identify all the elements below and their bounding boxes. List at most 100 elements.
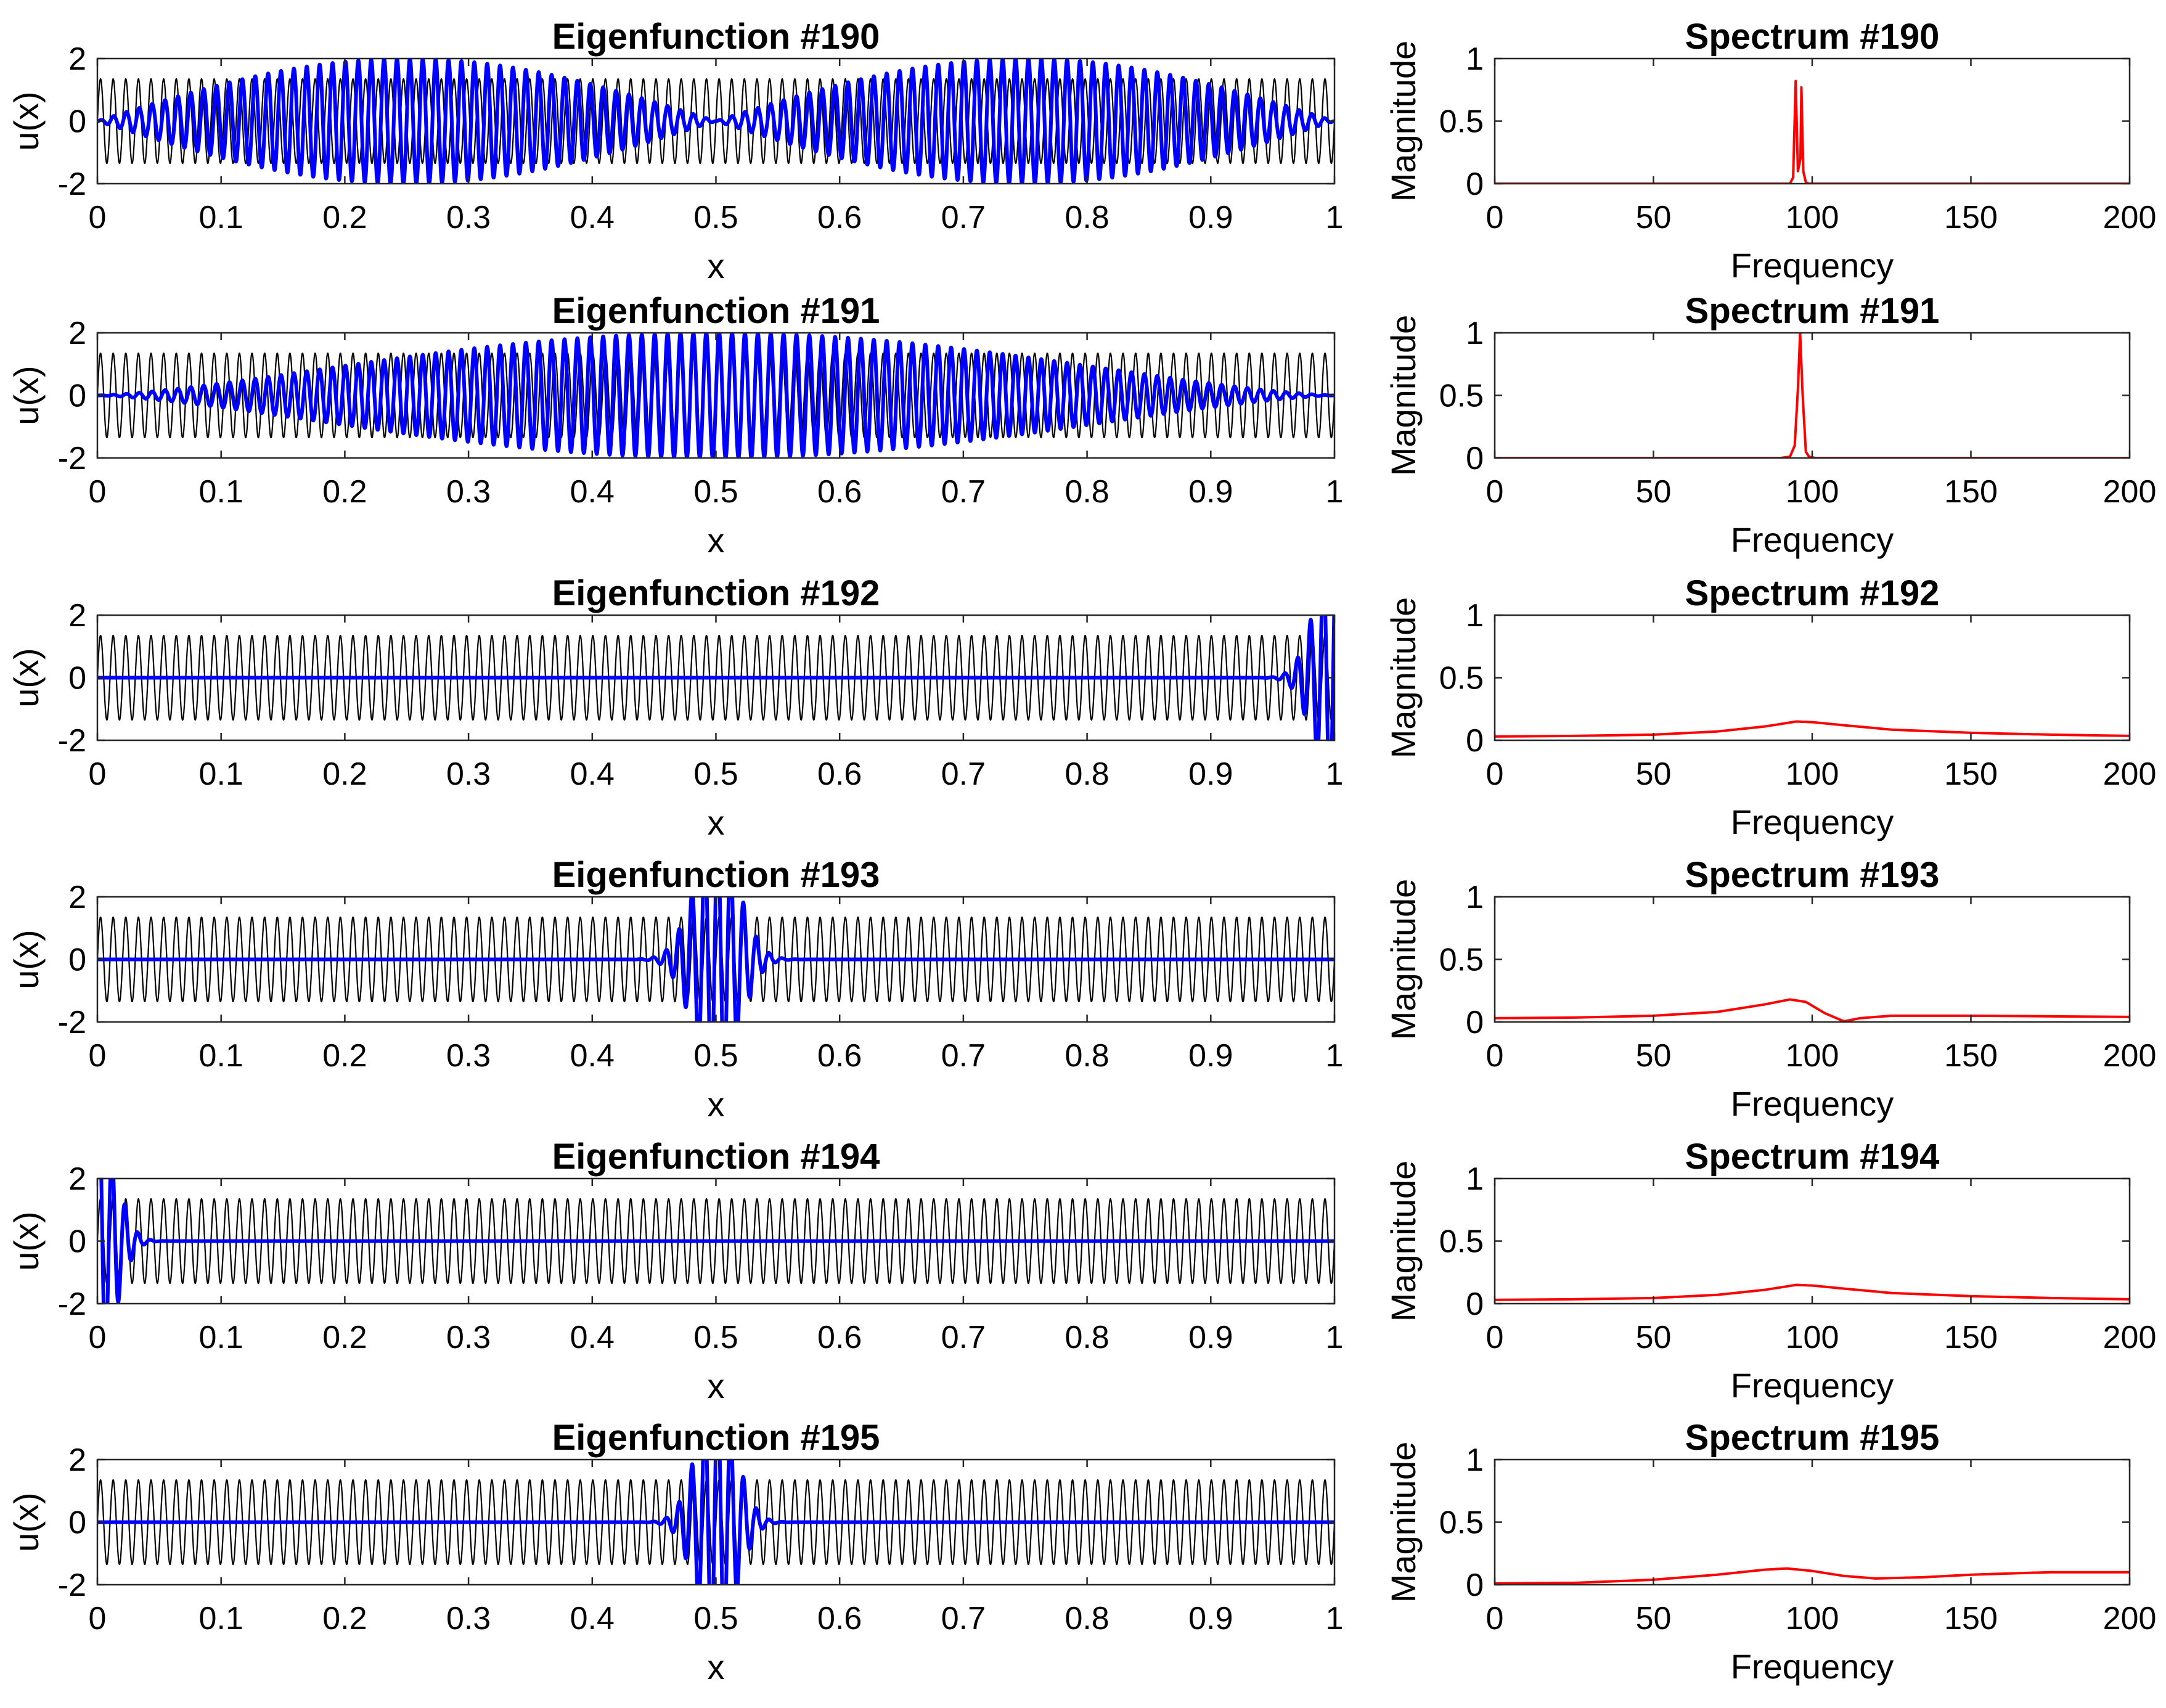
x-tick-label: 0.1 bbox=[199, 1320, 243, 1355]
plot-area bbox=[97, 333, 1334, 458]
x-tick-label: 0.3 bbox=[446, 1601, 491, 1636]
x-tick-label: 0.7 bbox=[941, 200, 986, 235]
y-tick-label: 0 bbox=[1466, 723, 1484, 759]
plot-area bbox=[97, 615, 1334, 740]
x-tick-label: 0.3 bbox=[446, 474, 491, 510]
plot-area bbox=[97, 897, 1334, 1022]
x-axis-label: x bbox=[708, 521, 725, 560]
x-tick-label: 0.6 bbox=[817, 1320, 862, 1355]
x-tick-label: 150 bbox=[1944, 1601, 1998, 1636]
x-tick-label: 0.4 bbox=[570, 200, 615, 235]
panel-title: Spectrum #195 bbox=[1685, 1418, 1940, 1458]
eigenfunction-panel-5: 0 0.1 0.2 0.3 0.4 0.5 0.6 0.7 0.8 0.9 120-2Eigenfu… bbox=[7, 1418, 1343, 1686]
y-axis-label: Magnitude bbox=[1384, 1442, 1423, 1603]
y-tick-label: 0 bbox=[68, 661, 86, 697]
x-tick-label: 200 bbox=[2103, 756, 2157, 792]
x-tick-label: 0.1 bbox=[199, 756, 243, 792]
panel-title: Eigenfunction #193 bbox=[552, 855, 880, 895]
x-tick-label: 0.6 bbox=[817, 200, 862, 235]
x-tick-label: 0.3 bbox=[446, 200, 491, 235]
y-tick-label: 0 bbox=[1466, 166, 1484, 202]
x-tick-label: 0 bbox=[89, 474, 107, 510]
x-tick-label: 0.2 bbox=[322, 200, 367, 235]
x-tick-label: 0 bbox=[89, 200, 107, 235]
x-tick-label: 50 bbox=[1636, 1038, 1672, 1074]
spectrum-line bbox=[1495, 333, 2130, 458]
x-axis-label: Frequency bbox=[1731, 1084, 1894, 1123]
y-axis-label: Magnitude bbox=[1384, 1161, 1423, 1322]
spectrum-panel-4: 0 50 100 150 200 1 0.5 0 Spectrum #194 Frequency M… bbox=[1384, 1137, 2156, 1405]
x-axis-label: x bbox=[708, 1085, 725, 1124]
y-tick-label: 0 bbox=[1466, 1286, 1484, 1322]
axes-box bbox=[1494, 57, 2131, 185]
panel-title: Eigenfunction #192 bbox=[552, 573, 880, 613]
x-tick-label: 0.6 bbox=[817, 1601, 862, 1636]
x-tick-label: 0.9 bbox=[1188, 1038, 1233, 1074]
x-axis-label: Frequency bbox=[1731, 520, 1894, 559]
x-axis-label: x bbox=[708, 1367, 725, 1405]
y-axis-label: u(x) bbox=[7, 1492, 46, 1551]
panel-title: Spectrum #191 bbox=[1685, 291, 1940, 331]
x-tick-label: 100 bbox=[1786, 756, 1839, 792]
y-tick-label: -2 bbox=[58, 1286, 86, 1322]
eigenfunction-panel-2: 0 0.1 0.2 0.3 0.4 0.5 0.6 0.7 0.8 0.9 120-2Eigenfu… bbox=[7, 573, 1343, 842]
eigenfunction-panel-3: 0 0.1 0.2 0.3 0.4 0.5 0.6 0.7 0.8 0.9 120-2Eigenfu… bbox=[7, 855, 1344, 1124]
x-tick-label: 1 bbox=[1326, 1038, 1344, 1074]
x-tick-label: 0.8 bbox=[1065, 474, 1109, 510]
y-tick-label: 0 bbox=[68, 104, 86, 140]
axes-box bbox=[1494, 332, 2131, 459]
plot-area bbox=[1495, 720, 2130, 738]
y-axis-label: u(x) bbox=[7, 1211, 46, 1270]
x-tick-label: 0.9 bbox=[1188, 200, 1233, 235]
x-tick-label: 0.5 bbox=[693, 200, 738, 235]
x-tick-label: 0.8 bbox=[1065, 1601, 1109, 1636]
x-tick-label: 0.2 bbox=[322, 756, 367, 792]
eigenfunction-line bbox=[97, 59, 1334, 184]
y-tick-label: 0 bbox=[68, 1224, 86, 1260]
x-tick-label: 0.3 bbox=[446, 1038, 491, 1074]
x-tick-label: 200 bbox=[2103, 1601, 2157, 1636]
panel-title: Eigenfunction #194 bbox=[552, 1137, 880, 1177]
spectrum-panel-0: 0 50 100 150 200 1 0.5 0 Spectrum #190 Frequency M… bbox=[1384, 17, 2156, 285]
x-tick-label: 0.4 bbox=[570, 756, 615, 792]
y-tick-label: 1 bbox=[1466, 1161, 1484, 1197]
spectrum-panel-3: 0 50 100 150 200 1 0.5 0 Spectrum #193 Frequency M… bbox=[1384, 855, 2156, 1123]
y-tick-label: 0 bbox=[68, 1505, 86, 1541]
spectrum-panel-1: 0 50 100 150 200 1 0.5 0 Spectrum #191 Frequency M… bbox=[1384, 291, 2156, 559]
y-axis-label: u(x) bbox=[7, 648, 46, 707]
x-tick-label: 0.1 bbox=[199, 1601, 243, 1636]
y-axis-label: u(x) bbox=[7, 930, 46, 989]
eigenfunction-line bbox=[97, 333, 1334, 458]
y-tick-label: 0.5 bbox=[1439, 1224, 1484, 1260]
y-tick-label: 1 bbox=[1466, 880, 1484, 915]
x-axis-label: Frequency bbox=[1731, 1366, 1894, 1405]
panel-title: Spectrum #190 bbox=[1685, 17, 1940, 57]
x-axis-label: Frequency bbox=[1731, 246, 1894, 285]
x-tick-label: 0.5 bbox=[693, 1601, 738, 1636]
x-axis-label: x bbox=[708, 1648, 725, 1686]
axes-box bbox=[1494, 896, 2131, 1023]
x-tick-label: 0 bbox=[1486, 756, 1504, 792]
x-tick-label: 0.4 bbox=[570, 474, 615, 510]
eigenfunction-panel-0: 0 0.1 0.2 0.3 0.4 0.5 0.6 0.7 0.8 0.9 120-2Eigenfu… bbox=[7, 17, 1343, 285]
panel-title: Spectrum #194 bbox=[1685, 1137, 1940, 1177]
y-tick-label: 0.5 bbox=[1439, 104, 1484, 140]
y-tick-label: 2 bbox=[68, 598, 86, 634]
x-tick-label: 0.1 bbox=[199, 474, 243, 510]
x-tick-label: 100 bbox=[1786, 1038, 1839, 1074]
x-tick-label: 0.7 bbox=[941, 474, 986, 510]
y-tick-label: -2 bbox=[58, 166, 86, 202]
x-tick-label: 0.4 bbox=[570, 1601, 615, 1636]
x-tick-label: 0.8 bbox=[1065, 756, 1109, 792]
x-tick-label: 0.2 bbox=[322, 1601, 367, 1636]
panel-title: Spectrum #193 bbox=[1685, 855, 1940, 895]
y-tick-label: 1 bbox=[1466, 41, 1484, 77]
spectrum-line bbox=[1495, 1283, 2130, 1301]
x-tick-label: 150 bbox=[1944, 1320, 1998, 1355]
x-tick-label: 0.7 bbox=[941, 1320, 986, 1355]
y-tick-label: -2 bbox=[58, 723, 86, 759]
x-axis-label: x bbox=[708, 247, 725, 285]
x-tick-label: 0.7 bbox=[941, 1601, 986, 1636]
y-tick-label: 0.5 bbox=[1439, 942, 1484, 978]
x-tick-label: 0 bbox=[89, 1038, 107, 1074]
